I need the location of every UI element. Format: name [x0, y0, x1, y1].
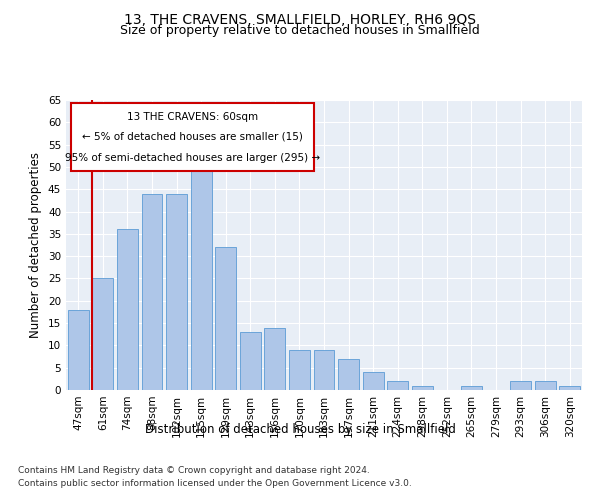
Text: 13, THE CRAVENS, SMALLFIELD, HORLEY, RH6 9QS: 13, THE CRAVENS, SMALLFIELD, HORLEY, RH6…	[124, 12, 476, 26]
Bar	[68, 310, 89, 390]
Bar	[166, 194, 187, 390]
Y-axis label: Number of detached properties: Number of detached properties	[29, 152, 43, 338]
Bar	[191, 162, 212, 390]
Bar	[412, 386, 433, 390]
Text: Distribution of detached houses by size in Smallfield: Distribution of detached houses by size …	[145, 422, 455, 436]
Bar	[461, 386, 482, 390]
Bar	[289, 350, 310, 390]
Bar	[362, 372, 383, 390]
Bar	[92, 278, 113, 390]
FancyBboxPatch shape	[71, 103, 314, 171]
Bar	[559, 386, 580, 390]
Text: Contains public sector information licensed under the Open Government Licence v3: Contains public sector information licen…	[18, 479, 412, 488]
Text: ← 5% of detached houses are smaller (15): ← 5% of detached houses are smaller (15)	[82, 132, 303, 142]
Text: 95% of semi-detached houses are larger (295) →: 95% of semi-detached houses are larger (…	[65, 153, 320, 163]
Bar	[142, 194, 163, 390]
Bar	[265, 328, 286, 390]
Text: Size of property relative to detached houses in Smallfield: Size of property relative to detached ho…	[120, 24, 480, 37]
Bar	[535, 381, 556, 390]
Text: Contains HM Land Registry data © Crown copyright and database right 2024.: Contains HM Land Registry data © Crown c…	[18, 466, 370, 475]
Bar	[510, 381, 531, 390]
Bar	[215, 247, 236, 390]
Bar	[314, 350, 334, 390]
Bar	[240, 332, 261, 390]
Bar	[387, 381, 408, 390]
Bar	[117, 230, 138, 390]
Text: 13 THE CRAVENS: 60sqm: 13 THE CRAVENS: 60sqm	[127, 112, 258, 122]
Bar	[338, 359, 359, 390]
